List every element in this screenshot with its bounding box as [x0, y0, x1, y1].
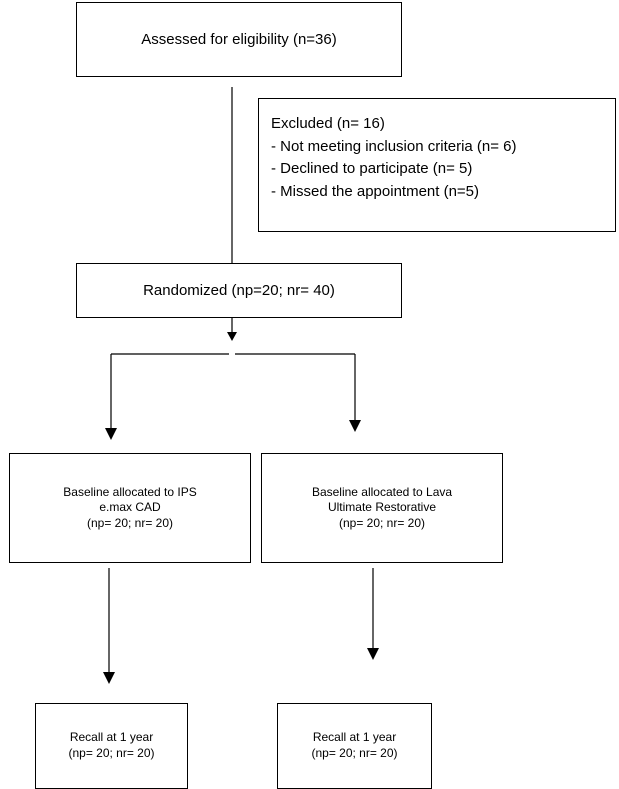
baseline-count: (np= 20; nr= 20)	[338, 515, 426, 530]
baseline-box-ips: Baseline allocated to IPS e.max CAD (np=…	[9, 453, 251, 563]
randomized-box: Randomized (np=20; nr= 40)	[76, 263, 402, 318]
excluded-item: - Not meeting inclusion criteria (n= 6)	[271, 137, 517, 155]
recall-box-lava: Recall at 1 year (np= 20; nr= 20)	[277, 703, 432, 789]
excluded-title: Excluded (n= 16)	[271, 115, 385, 132]
arrowhead	[349, 420, 361, 432]
excluded-item: - Declined to participate (n= 5)	[271, 160, 473, 177]
baseline-label: e.max CAD	[99, 500, 161, 515]
excluded-box: Excluded (n= 16) - Not meeting inclusion…	[258, 98, 616, 232]
arrowhead	[367, 648, 379, 660]
baseline-count: (np= 20; nr= 20)	[86, 515, 174, 530]
assessed-label: Assessed for eligibility (n=36)	[141, 31, 337, 48]
recall-box-ips: Recall at 1 year (np= 20; nr= 20)	[35, 703, 188, 789]
recall-label: Recall at 1 year	[312, 730, 397, 745]
arrowhead	[227, 332, 237, 341]
baseline-label: Baseline allocated to Lava	[311, 484, 453, 499]
recall-count: (np= 20; nr= 20)	[68, 746, 155, 760]
excluded-item: - Missed the appointment (n=5)	[271, 182, 480, 200]
baseline-box-lava: Baseline allocated to Lava Ultimate Rest…	[261, 453, 503, 563]
assessed-box: Assessed for eligibility (n=36)	[76, 2, 402, 77]
recall-count: (np= 20; nr= 20)	[311, 746, 398, 760]
baseline-label: Ultimate Restorative	[327, 500, 437, 515]
randomized-label: Randomized (np=20; nr= 40)	[143, 282, 335, 299]
arrowhead	[105, 428, 117, 440]
recall-label: Recall at 1 year	[69, 730, 154, 745]
baseline-label: Baseline allocated to IPS	[63, 484, 197, 499]
arrowhead	[103, 672, 115, 684]
